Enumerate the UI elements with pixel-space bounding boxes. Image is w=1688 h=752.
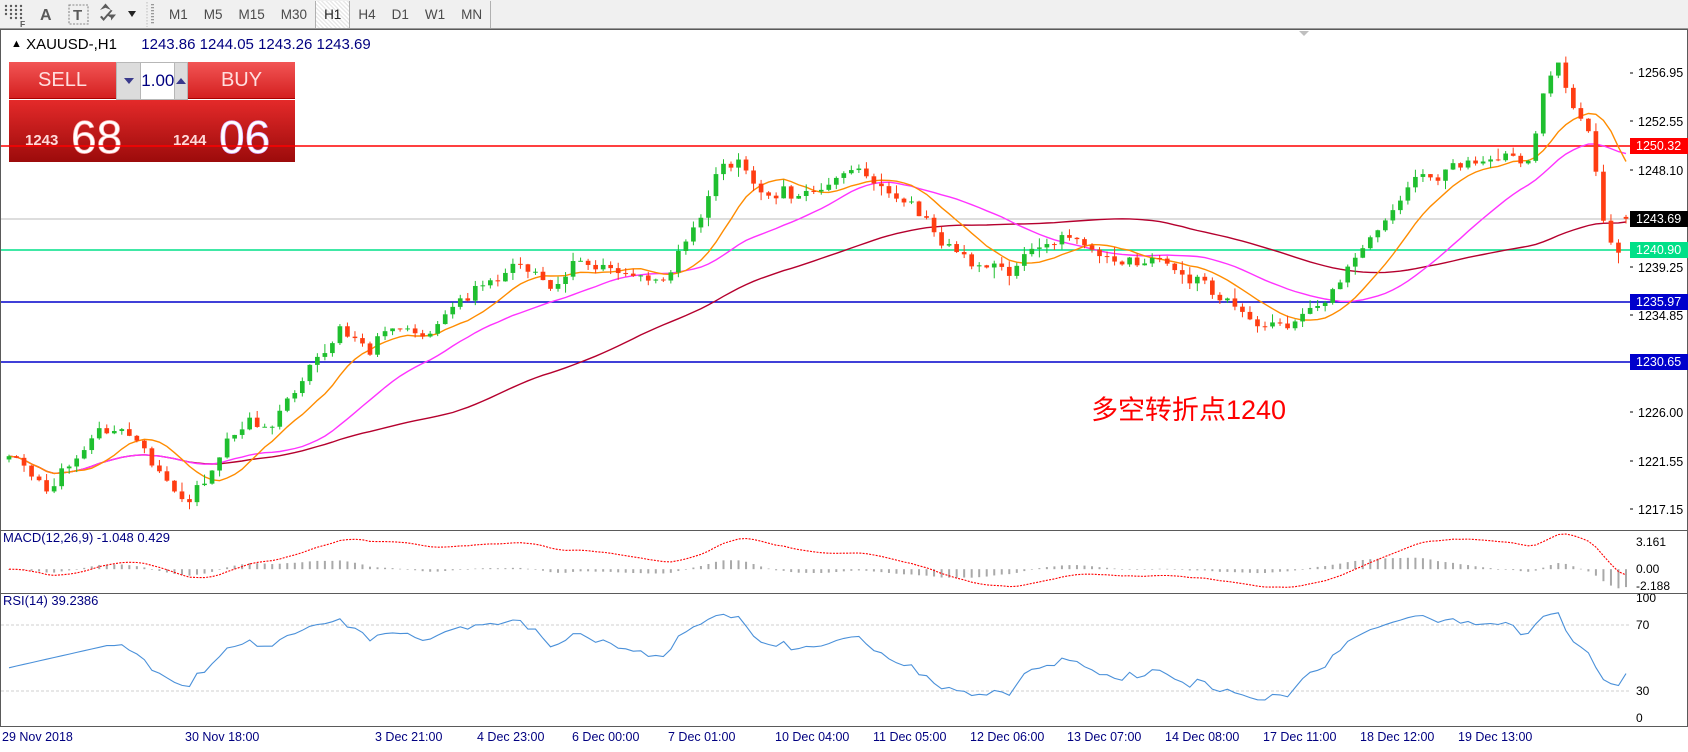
svg-text:RSI(14) 39.2386: RSI(14) 39.2386 xyxy=(3,594,98,608)
svg-text:1252.55: 1252.55 xyxy=(1638,115,1683,129)
svg-text:1234.85: 1234.85 xyxy=(1638,309,1683,323)
svg-text:30 Nov 18:00: 30 Nov 18:00 xyxy=(185,730,259,744)
svg-text:1230.65: 1230.65 xyxy=(1636,355,1681,369)
svg-text:29 Nov 2018: 29 Nov 2018 xyxy=(2,730,73,744)
svg-text:1221.55: 1221.55 xyxy=(1638,455,1683,469)
svg-text:3.161: 3.161 xyxy=(1636,535,1666,549)
svg-text:0: 0 xyxy=(1636,711,1643,725)
svg-text:1239.25: 1239.25 xyxy=(1638,261,1683,275)
svg-text:多空转折点1240: 多空转折点1240 xyxy=(1091,395,1286,425)
svg-text:1243.69: 1243.69 xyxy=(1636,212,1681,226)
svg-text:7 Dec 01:00: 7 Dec 01:00 xyxy=(668,730,735,744)
svg-text:6 Dec 00:00: 6 Dec 00:00 xyxy=(572,730,639,744)
svg-text:1250.32: 1250.32 xyxy=(1636,139,1681,153)
svg-text:MACD(12,26,9) -1.048 0.429: MACD(12,26,9) -1.048 0.429 xyxy=(3,531,170,545)
svg-text:4 Dec 23:00: 4 Dec 23:00 xyxy=(477,730,544,744)
svg-text:3 Dec 21:00: 3 Dec 21:00 xyxy=(375,730,442,744)
svg-text:1226.00: 1226.00 xyxy=(1638,406,1683,420)
svg-text:100: 100 xyxy=(1636,594,1656,605)
svg-text:70: 70 xyxy=(1636,618,1650,632)
svg-text:1235.97: 1235.97 xyxy=(1636,295,1681,309)
svg-text:10 Dec 04:00: 10 Dec 04:00 xyxy=(775,730,849,744)
svg-text:1248.10: 1248.10 xyxy=(1638,164,1683,178)
svg-text:1240.90: 1240.90 xyxy=(1636,243,1681,257)
svg-text:-2.188: -2.188 xyxy=(1636,579,1670,593)
svg-text:13 Dec 07:00: 13 Dec 07:00 xyxy=(1067,730,1141,744)
svg-text:30: 30 xyxy=(1636,684,1650,698)
svg-text:18 Dec 12:00: 18 Dec 12:00 xyxy=(1360,730,1434,744)
svg-text:11 Dec 05:00: 11 Dec 05:00 xyxy=(873,730,946,744)
svg-text:17 Dec 11:00: 17 Dec 11:00 xyxy=(1263,730,1336,744)
svg-text:0.00: 0.00 xyxy=(1636,562,1660,576)
svg-text:1217.15: 1217.15 xyxy=(1638,503,1683,517)
svg-text:12 Dec 06:00: 12 Dec 06:00 xyxy=(970,730,1044,744)
svg-text:14 Dec 08:00: 14 Dec 08:00 xyxy=(1165,730,1239,744)
svg-text:1256.95: 1256.95 xyxy=(1638,66,1683,80)
svg-text:19 Dec 13:00: 19 Dec 13:00 xyxy=(1458,730,1532,744)
